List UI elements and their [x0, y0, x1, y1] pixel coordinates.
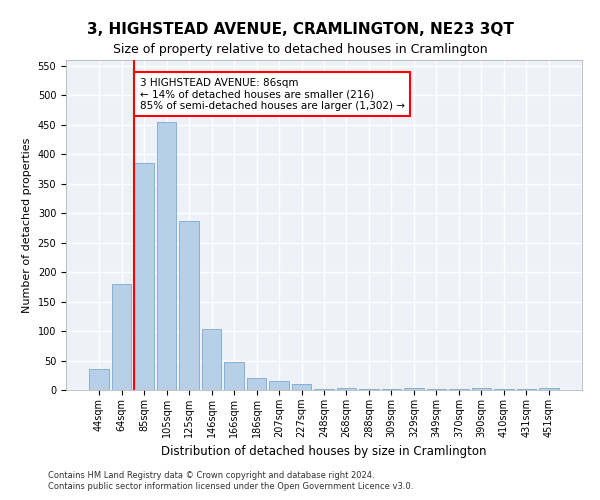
Bar [539, 388, 559, 390]
Text: 3 HIGHSTEAD AVENUE: 86sqm
← 14% of detached houses are smaller (216)
85% of semi: 3 HIGHSTEAD AVENUE: 86sqm ← 14% of detac… [140, 78, 404, 111]
Bar [179, 221, 199, 390]
Bar [224, 362, 244, 390]
Text: 3, HIGHSTEAD AVENUE, CRAMLINGTON, NE23 3QT: 3, HIGHSTEAD AVENUE, CRAMLINGTON, NE23 3… [86, 22, 514, 38]
Bar [472, 388, 491, 390]
Bar [292, 384, 311, 390]
Bar [404, 388, 424, 390]
Bar [269, 381, 289, 390]
Bar [89, 370, 109, 390]
Text: Contains HM Land Registry data © Crown copyright and database right 2024.: Contains HM Land Registry data © Crown c… [48, 470, 374, 480]
Y-axis label: Number of detached properties: Number of detached properties [22, 138, 32, 312]
Bar [157, 122, 176, 390]
Bar [112, 284, 131, 390]
Text: Contains public sector information licensed under the Open Government Licence v3: Contains public sector information licen… [48, 482, 413, 491]
Bar [134, 163, 154, 390]
Bar [247, 378, 266, 390]
X-axis label: Distribution of detached houses by size in Cramlington: Distribution of detached houses by size … [161, 446, 487, 458]
Bar [202, 330, 221, 390]
Bar [337, 388, 356, 390]
Text: Size of property relative to detached houses in Cramlington: Size of property relative to detached ho… [113, 42, 487, 56]
